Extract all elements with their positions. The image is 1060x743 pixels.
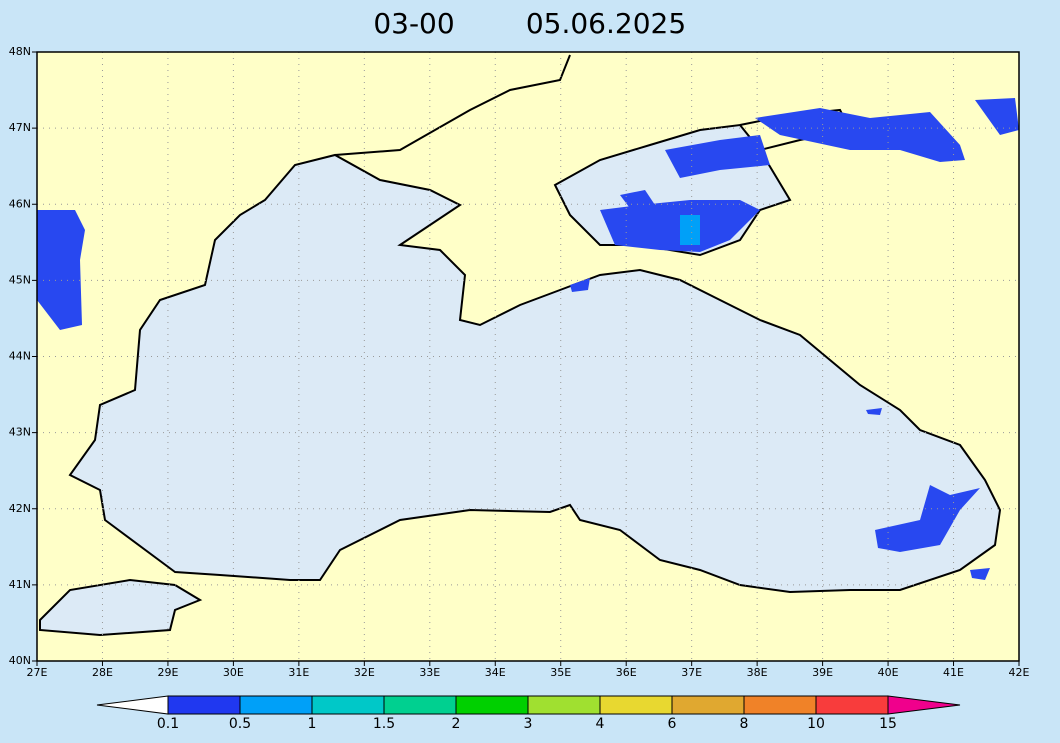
lat-label: 41N [9,578,31,591]
lon-label: 35E [550,666,571,679]
lat-label: 48N [9,45,31,58]
colorbar-box [167,695,241,715]
title-date: 05.06.2025 [526,7,686,40]
lon-label: 39E [812,666,833,679]
colorbar-high-arrow [887,695,961,715]
lon-label: 33E [419,666,440,679]
title-time: 03-00 [373,7,454,40]
lon-label: 40E [878,666,899,679]
map: 27E 28E 29E 30E 31E 32E 33E 34E 35E 36E 37E 38E 39E 4… [9,45,1030,679]
black-sea [68,153,1002,594]
colorbar-box [383,695,457,715]
colorbar-box [239,695,313,715]
colorbar-label: 1.5 [373,716,395,732]
lat-label: 44N [9,350,31,363]
colorbar-box [455,695,529,715]
colorbar-label: 15 [879,716,897,732]
precipitation [37,98,1019,580]
lon-label: 29E [157,666,178,679]
precipitation-moderate [680,215,700,245]
colorbar-box [815,695,889,715]
marmara-sea [39,578,203,637]
colorbar-low-arrow [96,695,169,715]
lon-label: 34E [485,666,506,679]
lat-label: 45N [9,273,31,286]
colorbar-label: 4 [596,716,605,732]
lat-label: 43N [9,426,31,439]
lon-label: 31E [288,666,309,679]
colorbar-label: 1 [308,716,317,732]
colorbar-box [671,695,745,715]
lon-label: 41E [943,666,964,679]
colorbar-label: 3 [524,716,533,732]
colorbar-label: 10 [807,716,825,732]
lon-label: 37E [681,666,702,679]
lat-label: 40N [9,654,31,667]
lat-label: 42N [9,502,31,515]
colorbar-box [527,695,601,715]
lon-label: 36E [616,666,637,679]
lon-label: 32E [354,666,375,679]
colorbar-box [311,695,385,715]
colorbar-label: 0.1 [157,716,179,732]
lon-label: 38E [747,666,768,679]
lat-label: 47N [9,121,31,134]
colorbar-label: 8 [740,716,749,732]
colorbar-box [743,695,817,715]
colorbar-label: 0.5 [229,716,251,732]
lon-label: 42E [1009,666,1030,679]
colorbar-label: 6 [668,716,677,732]
lon-label: 28E [92,666,113,679]
lat-label: 46N [9,197,31,210]
grid: 27E 28E 29E 30E 31E 32E 33E 34E 35E 36E 37E 38E 39E 4… [9,45,1030,679]
map-frame [36,51,1020,662]
lon-label: 27E [27,666,48,679]
colorbar-box [599,695,673,715]
colorbar: 0.1 0.5 1 1.5 2 3 4 6 8 10 15 [96,695,961,732]
lon-label: 30E [223,666,244,679]
colorbar-label: 2 [452,716,461,732]
